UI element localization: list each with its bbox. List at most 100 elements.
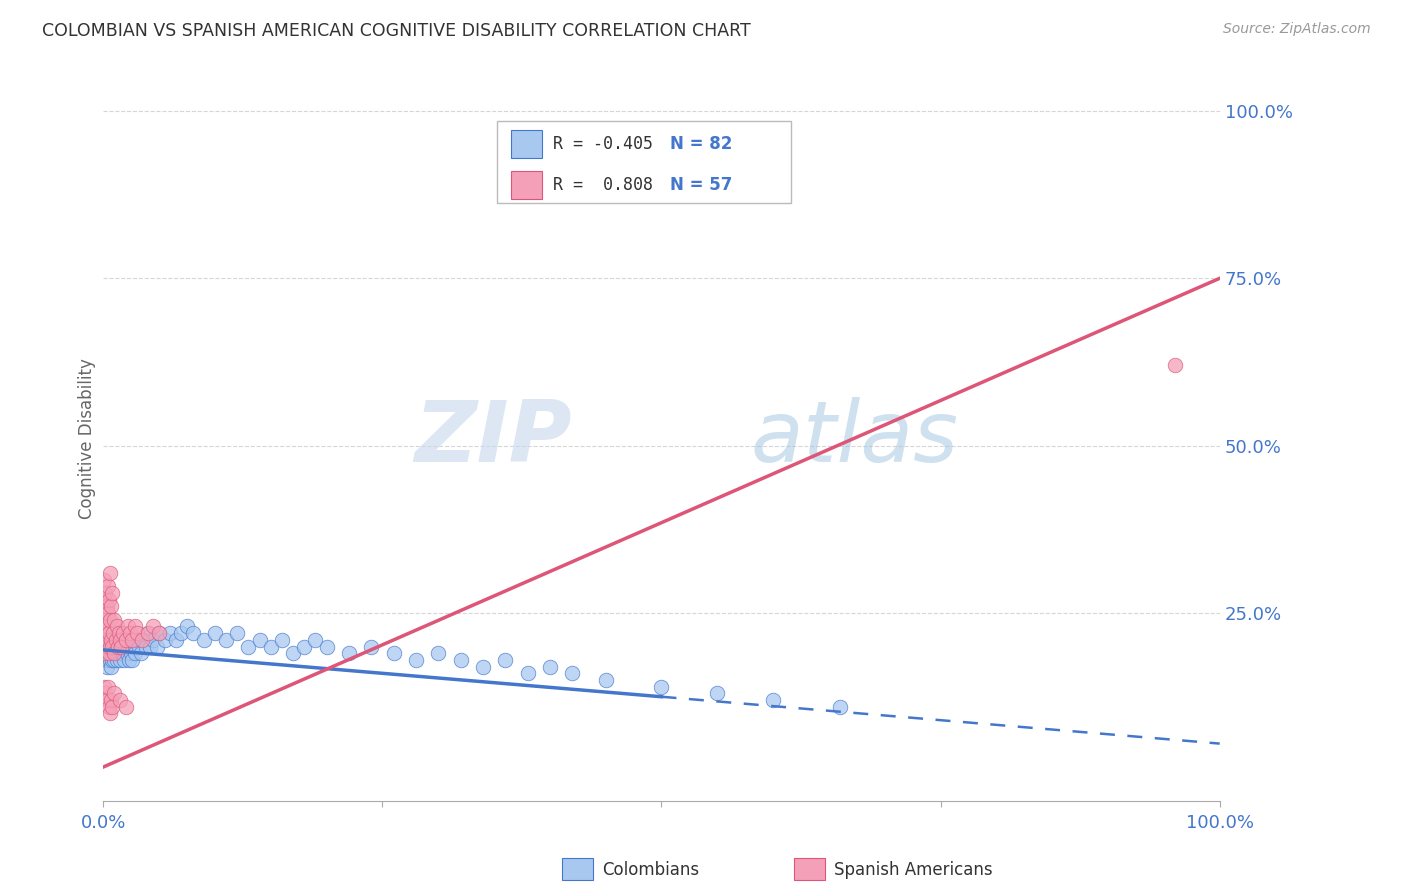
Point	[204, 626, 226, 640]
Point	[215, 632, 238, 647]
Text: R = -0.405: R = -0.405	[554, 135, 654, 153]
Point	[96, 640, 118, 654]
Point	[94, 626, 117, 640]
Point	[427, 646, 450, 660]
Point	[93, 619, 115, 633]
Point	[122, 640, 145, 654]
Point	[114, 640, 136, 654]
Point	[111, 640, 134, 654]
Point	[121, 632, 143, 647]
Point	[762, 693, 785, 707]
Point	[96, 693, 118, 707]
Point	[97, 632, 120, 647]
Point	[94, 686, 117, 700]
Point	[337, 646, 360, 660]
Point	[108, 626, 131, 640]
Point	[118, 653, 141, 667]
Point	[315, 640, 337, 654]
Point	[94, 646, 117, 660]
Point	[538, 659, 561, 673]
Point	[110, 646, 132, 660]
Point	[97, 646, 120, 660]
Point	[118, 626, 141, 640]
Point	[97, 699, 120, 714]
Point	[494, 653, 516, 667]
Point	[107, 640, 129, 654]
Point	[108, 640, 131, 654]
Point	[142, 619, 165, 633]
Point	[516, 666, 538, 681]
Point	[96, 599, 118, 614]
Point	[142, 632, 165, 647]
Point	[124, 619, 146, 633]
Text: Colombians: Colombians	[602, 861, 699, 879]
Point	[136, 626, 159, 640]
Point	[124, 646, 146, 660]
Point	[94, 653, 117, 667]
Point	[471, 659, 494, 673]
Point	[292, 640, 315, 654]
Point	[103, 646, 125, 660]
Point	[98, 613, 121, 627]
Text: Source: ZipAtlas.com: Source: ZipAtlas.com	[1223, 22, 1371, 37]
Point	[170, 626, 193, 640]
Point	[93, 573, 115, 587]
Point	[93, 646, 115, 660]
Point	[136, 626, 159, 640]
Point	[561, 666, 583, 681]
Point	[132, 632, 155, 647]
Point	[103, 646, 125, 660]
Point	[94, 640, 117, 654]
Point	[105, 653, 128, 667]
Point	[181, 626, 204, 640]
Point	[108, 693, 131, 707]
Point	[238, 640, 260, 654]
Point	[100, 659, 122, 673]
Point	[1164, 359, 1187, 373]
Point	[830, 699, 852, 714]
Point	[304, 632, 326, 647]
Point	[98, 640, 121, 654]
Point	[97, 646, 120, 660]
Point	[98, 653, 121, 667]
Point	[148, 626, 170, 640]
Point	[450, 653, 472, 667]
Point	[405, 653, 427, 667]
Point	[114, 699, 136, 714]
Point	[97, 680, 120, 694]
Point	[104, 646, 127, 660]
Point	[146, 640, 169, 654]
Text: Spanish Americans: Spanish Americans	[834, 861, 993, 879]
Point	[107, 646, 129, 660]
Point	[103, 626, 125, 640]
Point	[101, 653, 124, 667]
Point	[121, 653, 143, 667]
Point	[165, 632, 187, 647]
Point	[360, 640, 382, 654]
Point	[93, 606, 115, 620]
Point	[226, 626, 249, 640]
Point	[97, 640, 120, 654]
Point	[96, 659, 118, 673]
Point	[112, 626, 135, 640]
Point	[125, 632, 148, 647]
Point	[101, 586, 124, 600]
Point	[98, 566, 121, 580]
Point	[108, 632, 131, 647]
Point	[382, 646, 405, 660]
Point	[105, 619, 128, 633]
Point	[148, 626, 170, 640]
Point	[100, 646, 122, 660]
Point	[100, 693, 122, 707]
Point	[93, 640, 115, 654]
Point	[114, 653, 136, 667]
Point	[129, 646, 152, 660]
Point	[115, 646, 138, 660]
Point	[108, 632, 131, 647]
Point	[100, 599, 122, 614]
Point	[159, 626, 181, 640]
Point	[97, 626, 120, 640]
Point	[101, 699, 124, 714]
Point	[97, 632, 120, 647]
Point	[97, 653, 120, 667]
